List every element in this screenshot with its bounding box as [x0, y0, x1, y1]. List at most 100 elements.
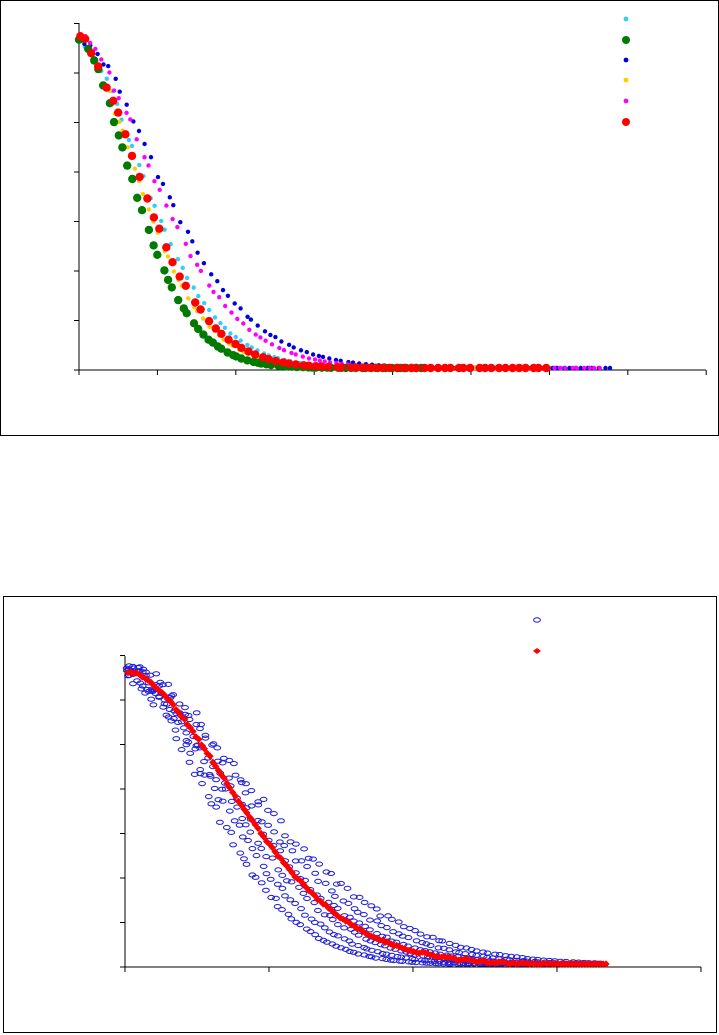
- data-point: [133, 193, 142, 202]
- data-point: [376, 913, 385, 919]
- data-point: [247, 788, 256, 794]
- data-point: [210, 785, 219, 792]
- data-point: [212, 804, 221, 810]
- data-point: [212, 315, 218, 320]
- data-point: [162, 243, 171, 252]
- data-point: [311, 932, 320, 938]
- data-point: [433, 363, 443, 373]
- data-point: [280, 843, 289, 849]
- data-point: [542, 363, 551, 373]
- data-point: [152, 203, 157, 208]
- data-point: [334, 922, 342, 928]
- data-point: [238, 834, 247, 840]
- data-point: [220, 287, 226, 293]
- data-point: [171, 269, 177, 274]
- data-point: [186, 296, 191, 301]
- data-point: [384, 913, 393, 919]
- data-point: [349, 894, 358, 900]
- data-point: [279, 339, 284, 344]
- data-point: [278, 885, 287, 891]
- data-point: [225, 757, 234, 764]
- data-point: [228, 331, 233, 336]
- data-point: [327, 870, 336, 877]
- data-point: [186, 750, 195, 756]
- data-point: [286, 342, 292, 347]
- data-point: [276, 854, 285, 862]
- data-point: [251, 350, 260, 359]
- data-point: [170, 216, 175, 222]
- data-point: [237, 801, 245, 809]
- data-point: [87, 40, 93, 46]
- data-point: [264, 807, 272, 813]
- data-point: [207, 307, 212, 313]
- data-point: [124, 102, 129, 107]
- data-point: [416, 931, 425, 937]
- data-point: [361, 923, 370, 929]
- data-point: [278, 872, 287, 878]
- data-point: [281, 348, 287, 353]
- chart-top-plot: [74, 16, 707, 375]
- data-point: [244, 837, 252, 844]
- data-point: [217, 295, 222, 300]
- data-point: [218, 786, 227, 792]
- chart-bottom-points: [122, 663, 610, 968]
- data-point: [260, 833, 268, 841]
- data-point: [90, 56, 99, 65]
- data-point: [597, 365, 602, 371]
- data-point: [291, 900, 300, 907]
- data-point: [185, 759, 194, 765]
- data-point: [199, 330, 208, 339]
- data-point: [262, 871, 271, 877]
- data-point: [316, 353, 322, 359]
- data-point: [167, 693, 176, 699]
- data-point: [99, 57, 104, 62]
- data-point: [214, 797, 223, 803]
- data-point: [195, 262, 200, 267]
- data-point: [238, 816, 247, 822]
- data-point: [242, 781, 250, 787]
- data-point: [149, 702, 158, 708]
- data-point: [138, 683, 147, 689]
- data-point: [426, 942, 435, 949]
- data-point: [229, 842, 238, 848]
- data-point: [235, 822, 244, 828]
- data-point: [300, 354, 305, 359]
- data-point: [184, 275, 190, 281]
- data-point: [320, 354, 326, 360]
- data-point: [268, 855, 277, 861]
- data-point: [301, 912, 309, 918]
- data-point: [196, 305, 205, 314]
- data-point: [515, 363, 524, 373]
- data-point: [134, 137, 139, 142]
- data-point: [245, 342, 250, 348]
- data-point: [200, 759, 208, 765]
- data-point: [192, 710, 201, 716]
- data-point: [160, 181, 166, 187]
- data-point: [124, 110, 129, 116]
- data-point: [224, 335, 233, 344]
- data-point: [218, 798, 227, 804]
- data-point: [343, 885, 352, 891]
- data-point: [148, 155, 154, 160]
- data-point: [360, 945, 369, 951]
- data-point: [394, 919, 403, 925]
- data-point: [257, 880, 266, 886]
- data-point: [501, 953, 510, 959]
- data-point: [231, 792, 240, 800]
- data-point: [171, 727, 180, 733]
- data-point: [196, 767, 205, 773]
- data-point: [238, 338, 243, 343]
- data-point: [220, 774, 228, 782]
- data-point: [382, 951, 391, 957]
- data-point: [491, 951, 500, 957]
- data-point: [191, 298, 200, 307]
- data-point: [195, 250, 200, 255]
- data-point: [185, 229, 191, 234]
- data-point: [231, 772, 240, 778]
- data-point: [378, 950, 387, 957]
- data-point: [281, 893, 289, 899]
- data-point: [167, 283, 176, 292]
- data-point: [169, 700, 178, 709]
- data-point: [113, 76, 118, 82]
- data-point: [373, 918, 382, 924]
